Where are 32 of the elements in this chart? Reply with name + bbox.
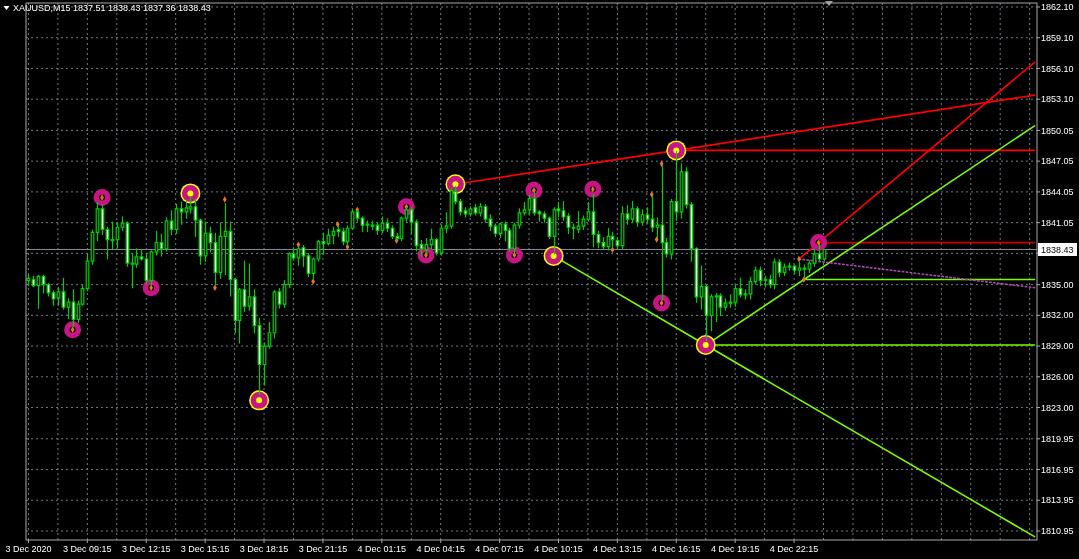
y-tick-label: 1810.95 <box>1041 526 1074 537</box>
x-tick-label: 3 Dec 2020 <box>5 544 52 554</box>
y-tick-label: 1813.95 <box>1041 495 1074 506</box>
y-tick-label: 1853.10 <box>1041 94 1074 105</box>
y-tick-label: 1826.00 <box>1041 371 1074 382</box>
x-tick-label: 4 Dec 22:15 <box>769 544 819 554</box>
y-tick-label: 1841.05 <box>1041 217 1074 228</box>
chart-title: XAUUSD,M15 1837.51 1838.43 1837.36 1838.43 <box>13 3 211 13</box>
x-tick-label: 3 Dec 18:15 <box>239 544 289 554</box>
y-tick-label: 1829.00 <box>1041 341 1074 352</box>
y-tick-label: 1835.00 <box>1041 279 1074 290</box>
x-tick-label: 4 Dec 01:15 <box>357 544 407 554</box>
y-tick-label: 1816.95 <box>1041 464 1074 475</box>
x-tick-label: 4 Dec 07:15 <box>475 544 524 554</box>
y-tick-label: 1850.05 <box>1041 125 1074 136</box>
y-tick-label: 1819.95 <box>1041 433 1074 444</box>
x-tick-label: 4 Dec 10:15 <box>534 544 583 554</box>
y-tick-label: 1847.05 <box>1041 156 1074 167</box>
y-tick-label: 1859.10 <box>1041 32 1074 43</box>
x-tick-label: 4 Dec 16:15 <box>652 544 701 554</box>
x-tick-label: 4 Dec 04:15 <box>416 544 465 554</box>
x-tick-label: 3 Dec 12:15 <box>121 544 171 554</box>
x-tick-label: 3 Dec 15:15 <box>180 544 230 554</box>
y-tick-label: 1856.10 <box>1041 63 1074 74</box>
x-tick-label: 3 Dec 21:15 <box>298 544 348 554</box>
x-tick-label: 4 Dec 13:15 <box>593 544 642 554</box>
x-tick-label: 3 Dec 09:15 <box>63 544 112 554</box>
y-tick-label: 1832.00 <box>1041 310 1074 321</box>
y-tick-label: 1844.05 <box>1041 187 1074 198</box>
y-tick-label: 1862.10 <box>1041 2 1074 13</box>
x-tick-label: 4 Dec 19:15 <box>710 544 760 554</box>
y-tick-label: 1823.00 <box>1041 402 1074 413</box>
